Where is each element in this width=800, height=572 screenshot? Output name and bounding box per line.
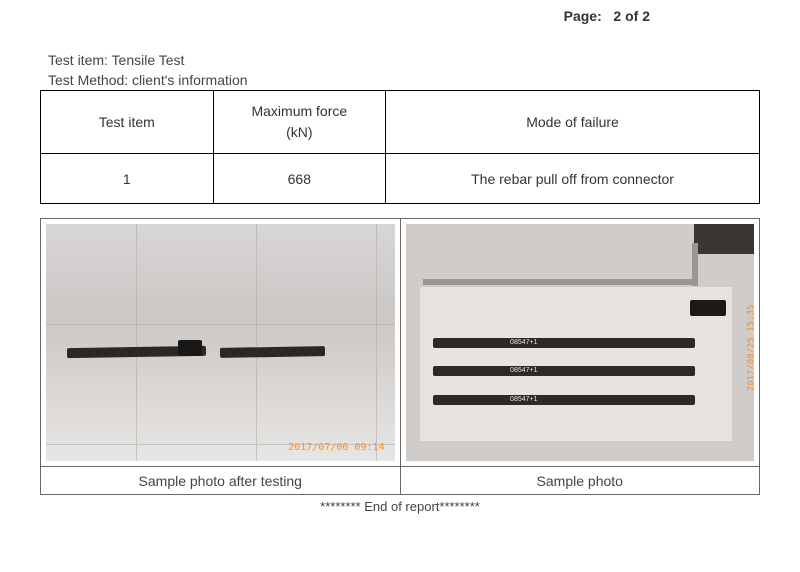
rebar-label: 08547+1 (510, 339, 537, 346)
test-item-value: Tensile Test (112, 52, 185, 68)
test-method-label: Test Method: (48, 72, 128, 88)
test-method-value: client's information (132, 72, 248, 88)
test-info: Test item: Tensile Test Test Method: cli… (48, 52, 760, 88)
caption-left: Sample photo after testing (41, 467, 401, 495)
connector-icon (178, 340, 202, 356)
photo-left-cell: 2017/07/06 09:14 (41, 219, 401, 467)
page-value: 2 of 2 (613, 8, 650, 24)
dark-corner-icon (694, 224, 754, 254)
photo-table: 2017/07/06 09:14 08547+1 08547+1 08547+1… (40, 218, 760, 495)
table-header-row: Test item Maximum force (kN) Mode of fai… (41, 91, 760, 154)
ruler-icon (423, 279, 695, 285)
col-max-force-l2: (kN) (286, 124, 312, 140)
rebar-icon (433, 338, 694, 348)
results-table: Test item Maximum force (kN) Mode of fai… (40, 90, 760, 204)
col-mode: Mode of failure (386, 91, 760, 154)
test-method-line: Test Method: client's information (48, 72, 760, 88)
cell-item: 1 (41, 154, 214, 204)
end-of-report: ******** End of report******** (40, 499, 760, 514)
page-label: Page: (564, 8, 602, 24)
sample-photo: 08547+1 08547+1 08547+1 2017/08/25 15:35 (406, 224, 755, 461)
rebar-icon (433, 366, 694, 376)
sample-photo-after: 2017/07/06 09:14 (46, 224, 395, 461)
rebar-label: 08547+1 (510, 367, 537, 374)
rebar-icon (433, 395, 694, 405)
page-header: Page: 2 of 2 (40, 8, 760, 24)
caption-right: Sample photo (400, 467, 760, 495)
photo-timestamp: 2017/08/25 15:35 (747, 304, 754, 391)
photo-right-cell: 08547+1 08547+1 08547+1 2017/08/25 15:35 (400, 219, 760, 467)
floor-tiles-icon (46, 224, 395, 461)
connector-icon (690, 300, 726, 316)
photo-timestamp: 2017/07/06 09:14 (288, 442, 384, 453)
col-max-force: Maximum force (kN) (213, 91, 386, 154)
cell-force: 668 (213, 154, 386, 204)
test-item-line: Test item: Tensile Test (48, 52, 760, 68)
cell-mode: The rebar pull off from connector (386, 154, 760, 204)
col-max-force-l1: Maximum force (251, 103, 347, 119)
bubble-wrap-icon (419, 286, 733, 442)
col-test-item: Test item (41, 91, 214, 154)
rebar-label: 08547+1 (510, 396, 537, 403)
test-item-label: Test item: (48, 52, 108, 68)
table-row: 1 668 The rebar pull off from connector (41, 154, 760, 204)
